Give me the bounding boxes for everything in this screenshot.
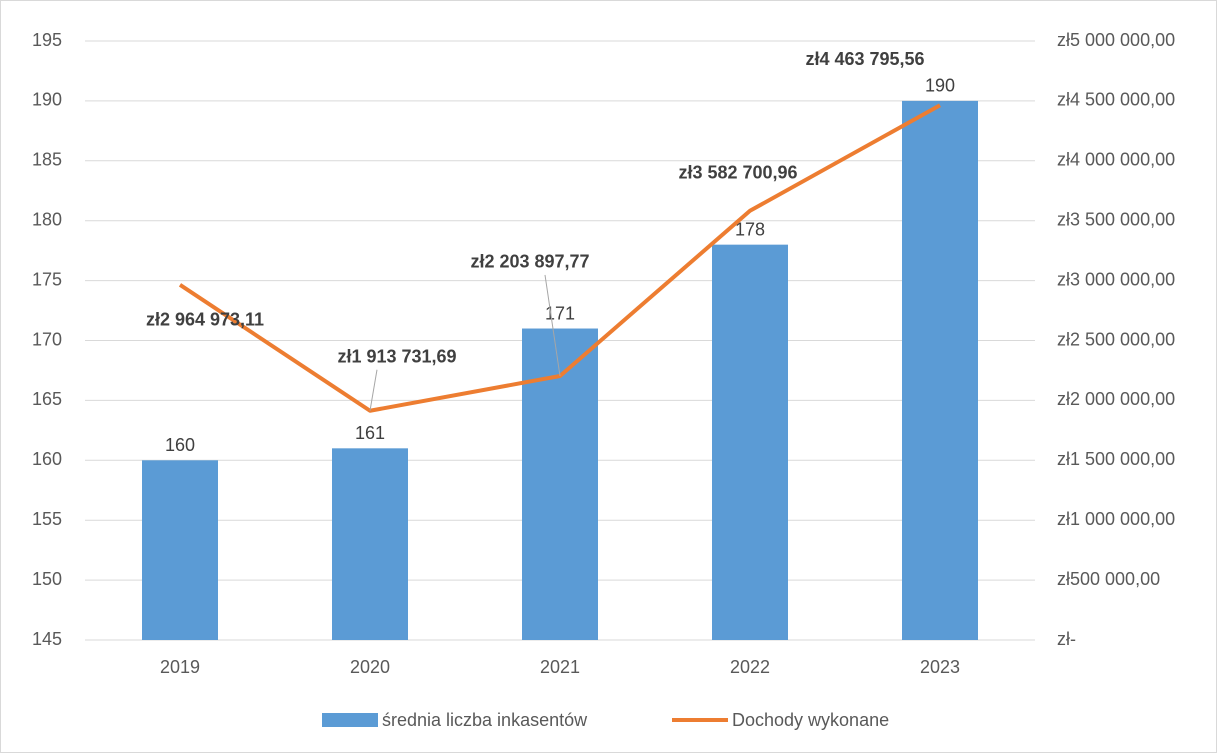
- y2-tick-label: zł4 500 000,00: [1057, 90, 1175, 110]
- y2-tick-label: zł-: [1057, 629, 1076, 649]
- bar-value-label: 178: [735, 219, 765, 239]
- legend-label: średnia liczba inkasentów: [382, 710, 588, 730]
- bar: [332, 448, 408, 640]
- line-value-label: zł2 203 897,77: [470, 252, 589, 272]
- leader-line: [369, 369, 378, 411]
- y2-tick-label: zł3 500 000,00: [1057, 209, 1175, 229]
- bar: [712, 244, 788, 640]
- bar-value-label: 190: [925, 76, 955, 96]
- y-tick-label: 175: [32, 269, 62, 289]
- x-tick-label: 2022: [730, 657, 770, 677]
- y2-tick-label: zł5 000 000,00: [1057, 30, 1175, 50]
- leader-line: [544, 274, 561, 377]
- y2-tick-label: zł500 000,00: [1057, 569, 1160, 589]
- y-tick-label: 160: [32, 449, 62, 469]
- x-tick-label: 2021: [540, 657, 580, 677]
- x-tick-label: 2020: [350, 657, 390, 677]
- x-tick-label: 2023: [920, 657, 960, 677]
- y-tick-label: 190: [32, 90, 62, 110]
- x-tick-label: 2019: [160, 657, 200, 677]
- y-tick-label: 165: [32, 389, 62, 409]
- legend-label: Dochody wykonane: [732, 710, 889, 730]
- y-tick-label: 145: [32, 629, 62, 649]
- line-value-label: zł2 964 973,11: [146, 310, 264, 330]
- y2-tick-label: zł2 500 000,00: [1057, 329, 1175, 349]
- y-tick-label: 170: [32, 329, 62, 349]
- y-tick-label: 150: [32, 569, 62, 589]
- y-tick-label: 185: [32, 150, 62, 170]
- y2-tick-label: zł3 000 000,00: [1057, 269, 1175, 289]
- bar-value-label: 171: [545, 303, 575, 323]
- bar: [142, 460, 218, 640]
- y2-tick-label: zł2 000 000,00: [1057, 389, 1175, 409]
- y-tick-label: 195: [32, 30, 62, 50]
- y2-tick-label: zł1 000 000,00: [1057, 509, 1175, 529]
- legend-swatch: [322, 713, 378, 727]
- y2-tick-label: zł4 000 000,00: [1057, 150, 1175, 170]
- bar-value-label: 160: [165, 435, 195, 455]
- line-value-label: zł4 463 795,56: [805, 49, 924, 69]
- line-value-label: zł1 913 731,69: [337, 346, 456, 366]
- y-tick-label: 155: [32, 509, 62, 529]
- line-value-label: zł3 582 700,96: [678, 163, 797, 183]
- y2-tick-label: zł1 500 000,00: [1057, 449, 1175, 469]
- bar-value-label: 161: [355, 423, 385, 443]
- bar: [902, 100, 978, 640]
- y-tick-label: 180: [32, 209, 62, 229]
